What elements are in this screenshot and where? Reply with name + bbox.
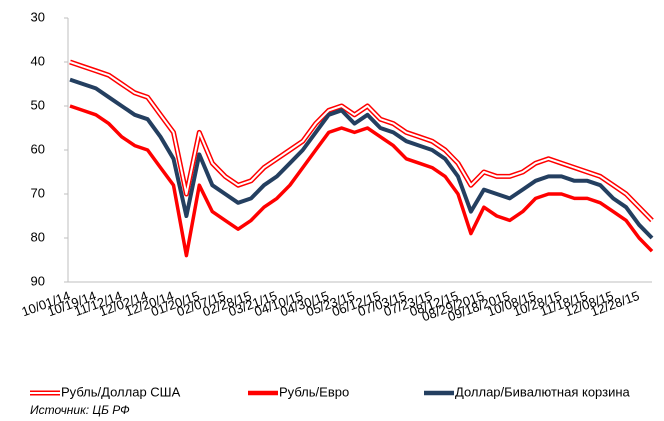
series-line [69, 104, 654, 258]
series-line [69, 77, 654, 240]
y-tick-label: 40 [31, 53, 45, 68]
y-tick-label: 90 [31, 273, 45, 288]
y-tick-label: 50 [31, 97, 45, 112]
y-tick-label: 60 [31, 141, 45, 156]
y-tick-label: 80 [31, 229, 45, 244]
legend-label: Рубль/Евро [279, 384, 349, 399]
y-tick-label: 30 [31, 9, 45, 24]
legend-label: Доллар/Бивалютная корзина [455, 384, 631, 399]
legend-label: Рубль/Доллар США [61, 384, 181, 399]
y-tick-label: 70 [31, 185, 45, 200]
series-line-inner [69, 61, 653, 222]
source-note: Источник: ЦБ РФ [30, 403, 130, 417]
